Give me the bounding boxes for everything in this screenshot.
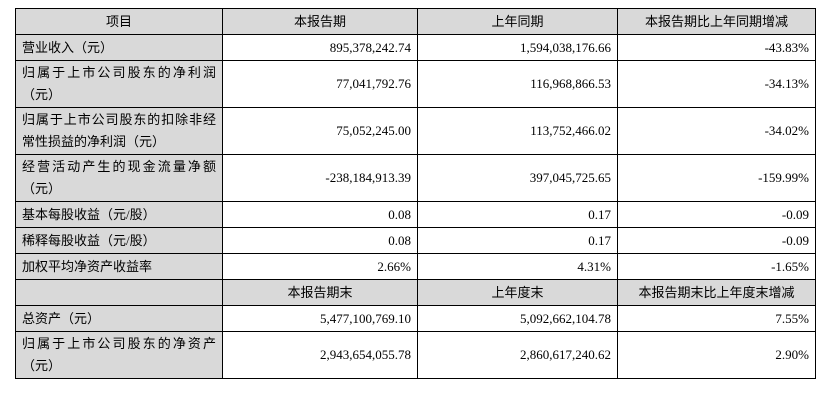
table-cell: 总资产（元） <box>15 305 223 332</box>
table-cell: 113,752,466.02 <box>417 107 618 155</box>
table-cell: -0.09 <box>617 227 816 254</box>
table-cell: 上年度末 <box>417 279 618 306</box>
table-cell: 75,052,245.00 <box>222 107 418 155</box>
table-cell: 2,860,617,240.62 <box>417 331 618 379</box>
table-cell: 归属于上市公司股东的扣除非经常性损益的净利润（元） <box>15 107 223 155</box>
table-cell: 4.31% <box>417 253 618 280</box>
table-cell: 基本每股收益（元/股） <box>15 201 223 228</box>
table-cell: 895,378,242.74 <box>222 34 418 61</box>
table-cell: 营业收入（元） <box>15 34 223 61</box>
table-row: 基本每股收益（元/股） 0.08 0.17 -0.09 <box>15 201 816 228</box>
table-row: 归属于上市公司股东的扣除非经常性损益的净利润（元） 75,052,245.00 11… <box>15 107 816 155</box>
table-cell: 7.55% <box>617 305 816 332</box>
table-cell: -34.02% <box>617 107 816 155</box>
table-cell: -34.13% <box>617 60 816 108</box>
table-cell: 经营活动产生的现金流量净额（元） <box>15 154 223 202</box>
financial-table: 项目 本报告期 上年同期 本报告期比上年同期增减 营业收入（元） 895,378,242.… <box>15 8 816 379</box>
table-row: 总资产（元） 5,477,100,769.10 5,092,662,104.78 7.… <box>15 305 816 332</box>
table-row: 归属于上市公司股东的净资产（元） 2,943,654,055.78 2,860,61… <box>15 331 816 379</box>
table-cell: 稀释每股收益（元/股） <box>15 227 223 254</box>
table-cell: 2.66% <box>222 253 418 280</box>
table-cell: 2.90% <box>617 331 816 379</box>
table-body: 项目 本报告期 上年同期 本报告期比上年同期增减 营业收入（元） 895,378,242.… <box>15 8 816 379</box>
table-cell: -0.09 <box>617 201 816 228</box>
table-cell: 5,477,100,769.10 <box>222 305 418 332</box>
table-row: 稀释每股收益（元/股） 0.08 0.17 -0.09 <box>15 227 816 254</box>
table-row: 经营活动产生的现金流量净额（元） -238,184,913.39 397,045,7… <box>15 154 816 202</box>
table-cell: 5,092,662,104.78 <box>417 305 618 332</box>
table-row: 加权平均净资产收益率 2.66% 4.31% -1.65% <box>15 253 816 280</box>
table-cell: 397,045,725.65 <box>417 154 618 202</box>
table-cell: 0.17 <box>417 227 618 254</box>
table-cell: 本报告期末 <box>222 279 418 306</box>
table-cell: 本报告期比上年同期增减 <box>617 8 816 35</box>
table-cell: -159.99% <box>617 154 816 202</box>
table-cell: 归属于上市公司股东的净利润（元） <box>15 60 223 108</box>
table-cell: 2,943,654,055.78 <box>222 331 418 379</box>
table-row: 本报告期末 上年度末 本报告期末比上年度末增减 <box>15 279 816 306</box>
table-cell: 加权平均净资产收益率 <box>15 253 223 280</box>
table-row: 项目 本报告期 上年同期 本报告期比上年同期增减 <box>15 8 816 35</box>
table-cell: 0.08 <box>222 227 418 254</box>
table-cell: 归属于上市公司股东的净资产（元） <box>15 331 223 379</box>
table-cell: 本报告期 <box>222 8 418 35</box>
table-cell: 本报告期末比上年度末增减 <box>617 279 816 306</box>
table-cell: 上年同期 <box>417 8 618 35</box>
table-cell: 1,594,038,176.66 <box>417 34 618 61</box>
table-cell: 116,968,866.53 <box>417 60 618 108</box>
table-cell: 77,041,792.76 <box>222 60 418 108</box>
table-cell: 0.08 <box>222 201 418 228</box>
table-cell: -43.83% <box>617 34 816 61</box>
table-row: 归属于上市公司股东的净利润（元） 77,041,792.76 116,968,866… <box>15 60 816 108</box>
table-row: 营业收入（元） 895,378,242.74 1,594,038,176.66 -43… <box>15 34 816 61</box>
table-cell: -1.65% <box>617 253 816 280</box>
table-cell: -238,184,913.39 <box>222 154 418 202</box>
empty-cell <box>15 279 223 306</box>
table-cell: 0.17 <box>417 201 618 228</box>
table-cell: 项目 <box>15 8 223 35</box>
